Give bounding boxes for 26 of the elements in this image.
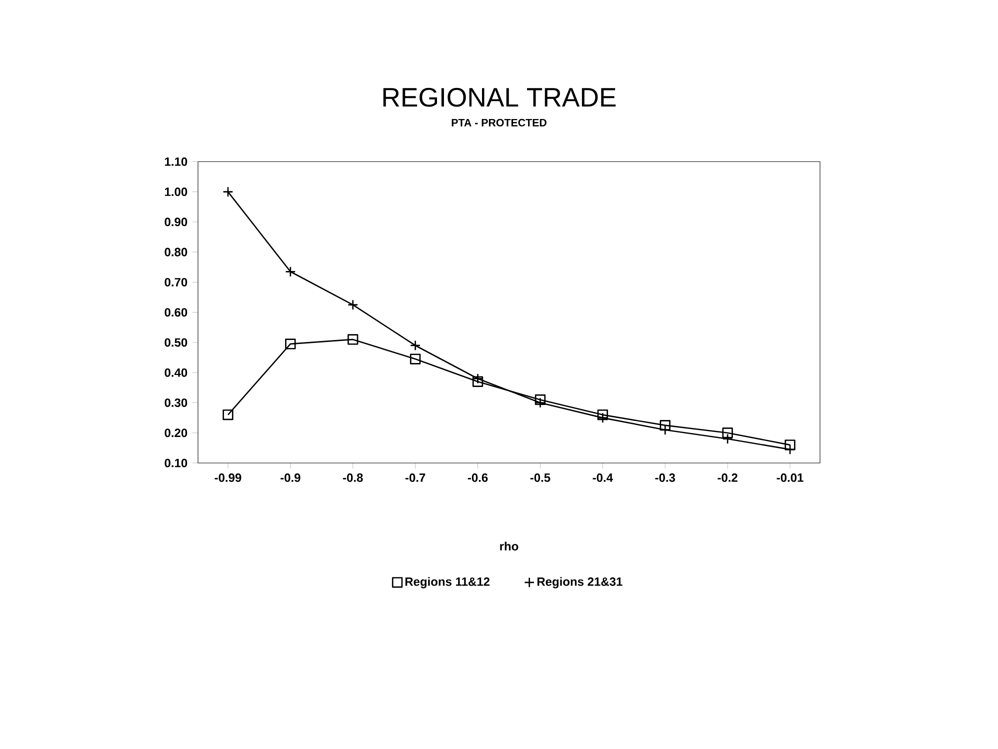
y-tick-label: 0.30 <box>164 398 188 407</box>
x-tick-label: -0.99 <box>214 473 242 482</box>
x-tick-label: -0.5 <box>530 473 550 482</box>
x-tick-label: -0.7 <box>405 473 426 482</box>
x-axis-title: rho <box>500 542 518 551</box>
chart-title: REGIONAL TRADE <box>383 88 616 107</box>
legend-label: Regions 11&12 <box>405 577 490 588</box>
x-tick-label: -0.4 <box>592 473 613 482</box>
y-tick-label: 0.60 <box>164 308 188 317</box>
x-tick-label: -0.8 <box>343 473 363 482</box>
x-tick-label: -0.2 <box>718 473 738 482</box>
x-tick-label: -0.9 <box>280 473 300 482</box>
y-tick-label: 0.90 <box>164 218 188 226</box>
x-tick-label: -0.3 <box>655 473 676 482</box>
y-tick-label: 0.40 <box>164 368 188 377</box>
legend-label: Regions 21&31 <box>537 577 622 588</box>
y-tick-label: 0.10 <box>164 458 188 468</box>
chart-subtitle: PTA - PROTECTED <box>452 118 546 126</box>
y-tick-label: 0.20 <box>164 428 188 438</box>
y-tick-label: 0.70 <box>164 278 188 286</box>
x-tick-label: -0.6 <box>468 473 488 482</box>
x-tick-label: -0.01 <box>776 473 804 482</box>
y-tick-label: 1.10 <box>165 157 188 166</box>
y-tick-label: 1.00 <box>165 188 188 196</box>
y-tick-label: 0.80 <box>164 248 188 256</box>
y-tick-label: 0.50 <box>164 338 188 347</box>
